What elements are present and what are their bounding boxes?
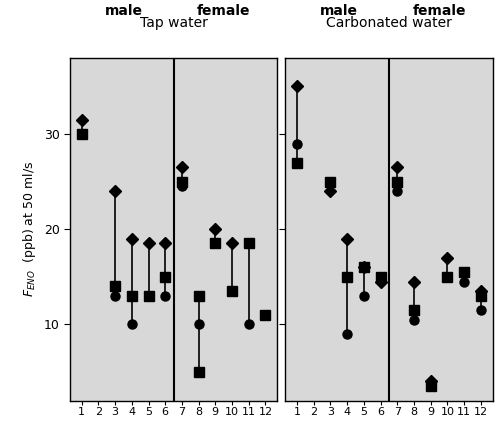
Text: male: male [104,4,142,18]
Text: female: female [412,4,466,18]
Y-axis label: $F_{ENO}$  (ppb) at 50 ml/s: $F_{ENO}$ (ppb) at 50 ml/s [21,161,38,297]
Title: Carbonated water: Carbonated water [326,16,452,30]
Title: Tap water: Tap water [140,16,207,30]
Text: female: female [197,4,250,18]
Text: male: male [320,4,358,18]
